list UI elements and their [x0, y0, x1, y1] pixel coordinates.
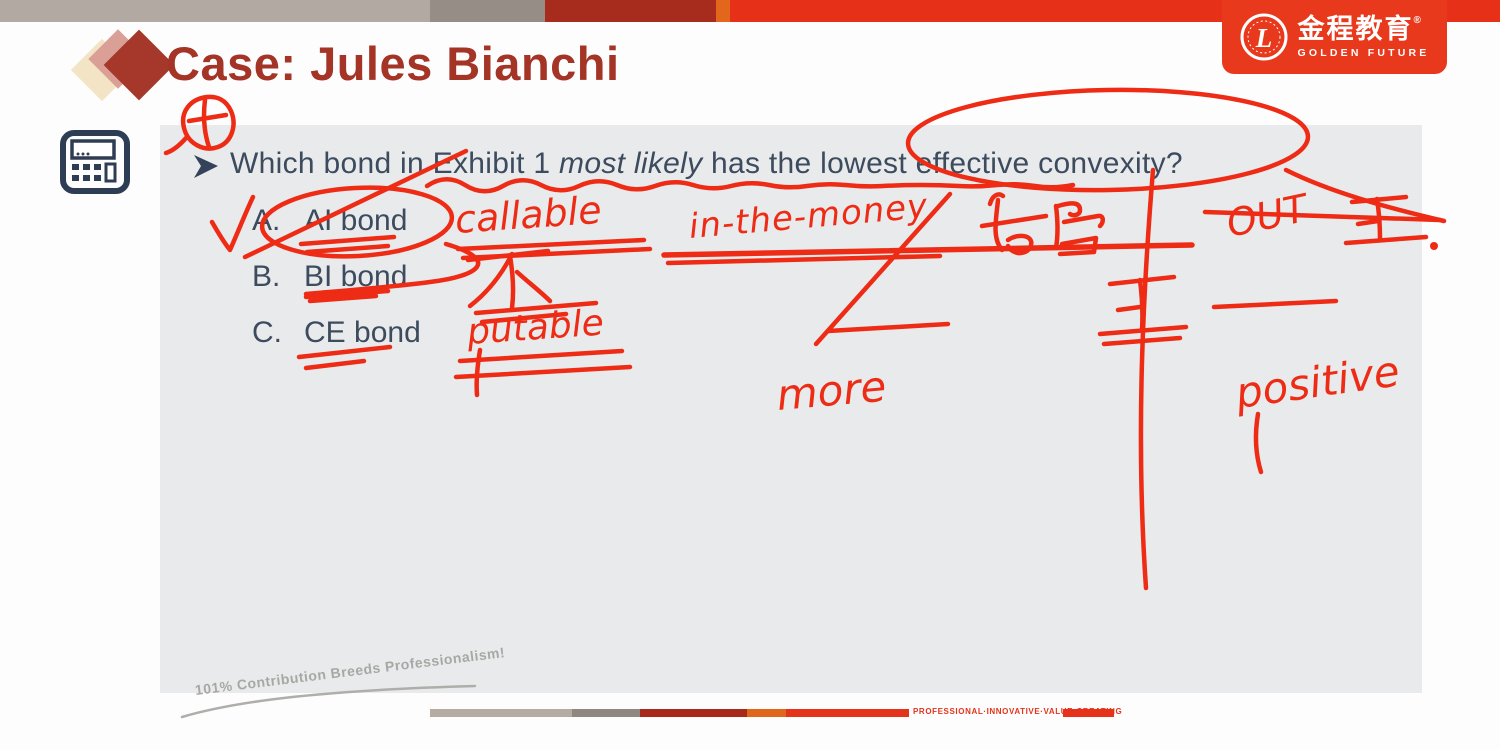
bottom-bar-segment-mid-gray: [572, 709, 640, 717]
option-b-letter: B.: [252, 260, 281, 293]
question-text: Which bond in Exhibit 1 most likely has …: [230, 147, 1183, 180]
annotation-red-dot: [1430, 242, 1438, 250]
bottom-bar-segment-bright-red: [786, 709, 909, 717]
brand-name-cn: 金程教育: [1297, 13, 1414, 44]
option-c-text: CE bond: [304, 316, 421, 349]
bottom-bar-segment-light-gray: [430, 709, 572, 717]
arrow-bullet-icon: [194, 155, 218, 178]
brand-monogram: L: [1255, 23, 1273, 53]
footer-tagline: PROFESSIONAL·INNOVATIVE·VALUE·CREATING: [913, 707, 1123, 716]
top-bar-segment-mid-gray: [430, 0, 545, 22]
registered-mark: ®: [1413, 14, 1423, 26]
option-a-text: AI bond: [304, 204, 408, 237]
top-bar-segment-light-gray: [0, 0, 430, 22]
question-line: Which bond in Exhibit 1 most likely has …: [192, 147, 1183, 182]
bottom-bar-segment-right-red: [1063, 709, 1114, 717]
question-emphasis: most likely: [559, 147, 703, 180]
calculator-icon: [60, 130, 130, 194]
page-title: Case: Jules Bianchi: [166, 37, 620, 90]
top-bar-segment-orange: [716, 0, 730, 22]
option-a-letter: A.: [252, 204, 281, 237]
brand-name-en: GOLDEN FUTURE: [1297, 46, 1430, 59]
bottom-bar-segment-orange: [747, 709, 786, 717]
brand-seal-icon: L: [1240, 13, 1288, 61]
option-b-text: BI bond: [304, 260, 408, 293]
top-bar-segment-dark-red: [545, 0, 716, 22]
brand-logo: L 金程教育® GOLDEN FUTURE: [1222, 0, 1447, 74]
option-c-letter: C.: [252, 316, 282, 349]
watermark-swoosh: [180, 684, 477, 719]
bottom-bar-segment-dark-red: [640, 709, 747, 717]
